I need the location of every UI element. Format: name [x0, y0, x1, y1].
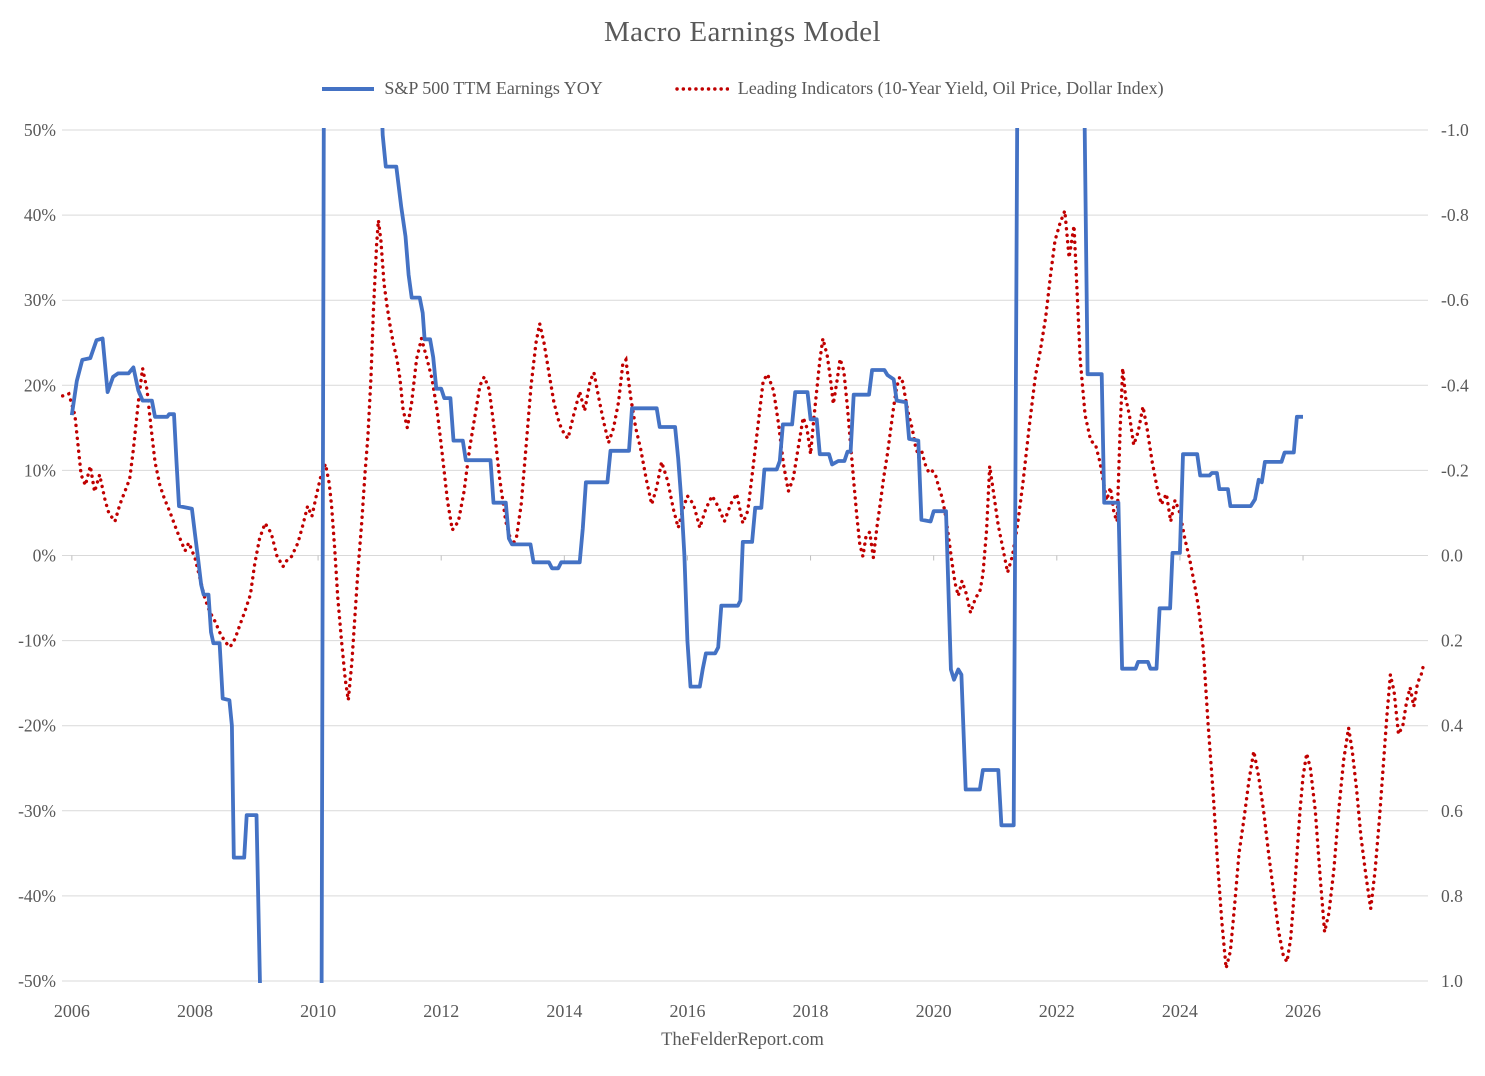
y-left-tick-label: 0% [33, 546, 56, 566]
chart-legend: S&P 500 TTM Earnings YOY Leading Indicat… [0, 78, 1485, 99]
earnings-line-swatch-icon [322, 86, 375, 91]
x-axis-label: 2006 [54, 1001, 90, 1021]
y-left-tick-label: -20% [18, 716, 56, 736]
y-right-tick-label: 0.6 [1441, 801, 1463, 821]
y-right-tick-label: 0.0 [1441, 546, 1463, 566]
y-right-tick-label: 0.2 [1441, 631, 1463, 651]
earnings-line [69, 128, 1303, 983]
legend-label-leading: Leading Indicators (10-Year Yield, Oil P… [737, 78, 1164, 98]
y-right-tick-label: -1.0 [1441, 120, 1469, 140]
x-axis-label: 2008 [177, 1001, 213, 1021]
y-right-tick-label: 1.0 [1441, 971, 1463, 991]
x-axis-label: 2010 [300, 1001, 336, 1021]
y-left-tick-label: 40% [24, 205, 56, 225]
y-right-tick-label: -0.6 [1441, 290, 1469, 310]
x-axis-label: 2018 [793, 1001, 829, 1021]
x-axis-label: 2020 [916, 1001, 952, 1021]
x-axis-label: 2026 [1285, 1001, 1321, 1021]
x-axis-label: 2012 [423, 1001, 459, 1021]
y-right-tick-label: -0.4 [1441, 375, 1469, 395]
legend-item-earnings: S&P 500 TTM Earnings YOY [321, 78, 603, 99]
x-axis-label: 2024 [1162, 1001, 1198, 1021]
y-right-tick-label: 0.8 [1441, 886, 1463, 906]
y-left-tick-label: -40% [18, 886, 56, 906]
y-left-tick-label: 50% [24, 120, 56, 140]
chart-title: Macro Earnings Model [604, 16, 881, 48]
legend-item-leading: Leading Indicators (10-Year Yield, Oil P… [675, 78, 1164, 99]
x-axis-label: 2016 [669, 1001, 705, 1021]
y-right-tick-label: -0.2 [1441, 460, 1469, 480]
x-axis-label: 2014 [546, 1001, 582, 1021]
y-left-tick-label: -10% [18, 631, 56, 651]
y-left-tick-label: 20% [24, 375, 56, 395]
y-left-tick-label: -50% [18, 971, 56, 991]
leading-indicators-line [61, 210, 1426, 969]
leading-line-swatch-icon [675, 86, 729, 91]
legend-label-earnings: S&P 500 TTM Earnings YOY [384, 78, 603, 98]
y-left-tick-label: 30% [24, 290, 56, 310]
y-left-tick-label: 10% [24, 460, 56, 480]
y-right-tick-label: -0.8 [1441, 205, 1469, 225]
attribution-link[interactable]: TheFelderReport.com [661, 1030, 824, 1050]
y-right-tick-label: 0.4 [1441, 716, 1463, 736]
x-axis-label: 2022 [1039, 1001, 1075, 1021]
y-left-tick-label: -30% [18, 801, 56, 821]
